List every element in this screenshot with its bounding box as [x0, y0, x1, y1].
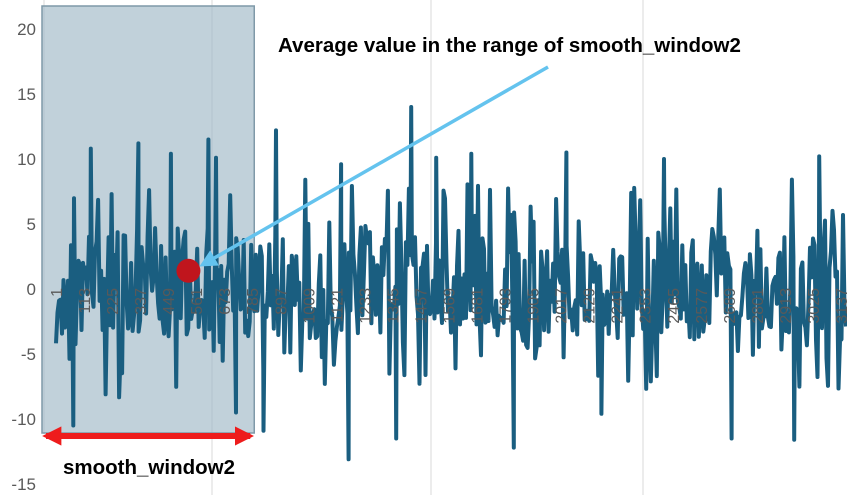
x-tick-label: 2465 [666, 288, 683, 324]
y-tick-label: -10 [11, 410, 36, 429]
x-tick-label: 785 [245, 288, 262, 315]
y-tick-label: 15 [17, 85, 36, 104]
y-tick-label: 20 [17, 20, 36, 39]
window-label: smooth_window2 [63, 456, 235, 479]
x-tick-label: 1 [49, 288, 66, 297]
x-tick-label: 1905 [526, 288, 543, 324]
average-label: Average value in the range of smooth_win… [278, 34, 741, 57]
x-tick-label: 113 [77, 288, 94, 314]
x-tick-label: 225 [105, 288, 122, 315]
x-tick-label: 2577 [694, 288, 711, 324]
x-tick-label: 2689 [722, 288, 739, 324]
x-tick-label: 1793 [498, 288, 515, 324]
x-tick-label: 2353 [638, 288, 655, 324]
x-tick-label: 561 [189, 288, 206, 315]
series-layer [54, 105, 847, 462]
x-tick-label: 1233 [357, 288, 374, 324]
x-tick-label: 337 [133, 288, 150, 315]
y-tick-label: -5 [21, 345, 36, 364]
x-tick-label: 2801 [750, 288, 767, 324]
y-tick-label: -15 [11, 475, 36, 494]
x-tick-label: 897 [273, 288, 290, 315]
y-tick-label: 5 [27, 215, 36, 234]
y-tick-label: 10 [17, 150, 36, 169]
x-tick-label: 2913 [778, 288, 795, 324]
average-marker [176, 258, 201, 283]
y-axis: -15 -10 -5 0 5 10 15 20 [11, 20, 36, 494]
annotations: Average value in the range of smooth_win… [42, 34, 741, 479]
x-tick-label: 2017 [554, 288, 571, 324]
pointer-arrow [199, 65, 549, 267]
x-tick-label: 3025 [806, 288, 823, 324]
x-tick-label: 1009 [301, 288, 318, 324]
series-line [54, 105, 847, 462]
x-axis: 1 113 225 337 449 561 673 785 897 1009 1121 1233 134… [49, 288, 847, 324]
x-tick-label: 3137 [834, 288, 847, 324]
x-tick-label: 2241 [610, 288, 627, 324]
x-tick-label: 1457 [413, 288, 430, 324]
x-tick-label: 1681 [470, 288, 487, 324]
x-tick-label: 449 [161, 288, 178, 315]
x-tick-label: 1121 [329, 288, 346, 323]
x-tick-label: 1569 [441, 288, 458, 324]
y-tick-label: 0 [27, 280, 36, 299]
x-tick-label: 2129 [582, 288, 599, 324]
x-tick-label: 673 [217, 288, 234, 315]
x-tick-label: 1345 [385, 288, 402, 324]
